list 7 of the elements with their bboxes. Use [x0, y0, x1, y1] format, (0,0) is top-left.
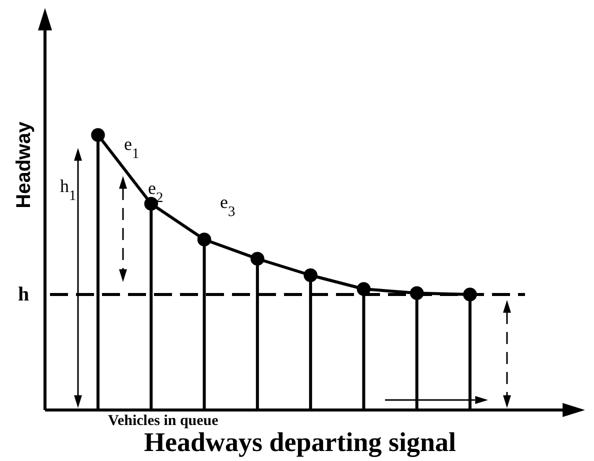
y-axis-title: Headway	[13, 120, 35, 208]
annotation: e$_{3}$	[220, 192, 236, 220]
ref-line-label: h	[18, 284, 30, 306]
annotation: h$_{1}$	[60, 176, 76, 204]
text: Vehicles in queue	[108, 413, 219, 429]
annotation: e$_{1}$	[124, 134, 140, 162]
x-axis-title: Headways departing signal	[144, 427, 457, 457]
